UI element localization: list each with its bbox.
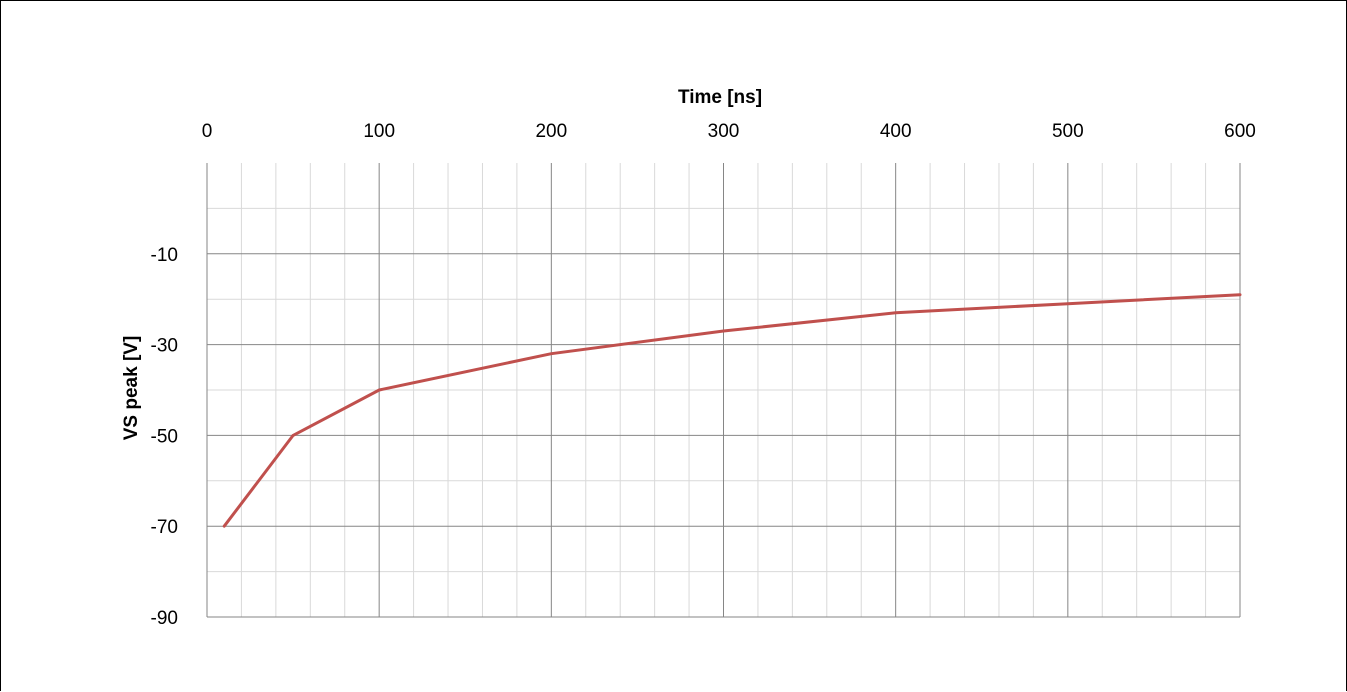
x-tick-label: 400 — [880, 121, 912, 142]
x-tick-label: 300 — [708, 121, 740, 142]
y-tick-label: -10 — [151, 245, 178, 266]
y-tick-label: -90 — [151, 608, 178, 629]
x-tick-label: 200 — [535, 121, 567, 142]
x-tick-label: 0 — [202, 121, 213, 142]
y-tick-label: -70 — [151, 517, 178, 538]
x-tick-label: 100 — [363, 121, 395, 142]
y-axis: -10 -30 -50 -70 -90 — [151, 245, 178, 629]
plot-area — [206, 163, 1240, 618]
series-line — [222, 293, 1242, 528]
x-tick-label: 600 — [1224, 121, 1256, 142]
x-axis: 0 100 200 300 400 500 600 — [202, 121, 1256, 142]
y-axis-title: VS peak [V] — [121, 336, 142, 441]
y-tick-label: -30 — [151, 336, 178, 357]
x-axis-title: Time [ns] — [678, 87, 762, 108]
x-tick-label: 500 — [1052, 121, 1084, 142]
y-tick-label: -50 — [151, 426, 178, 447]
series-layer — [222, 293, 1242, 528]
